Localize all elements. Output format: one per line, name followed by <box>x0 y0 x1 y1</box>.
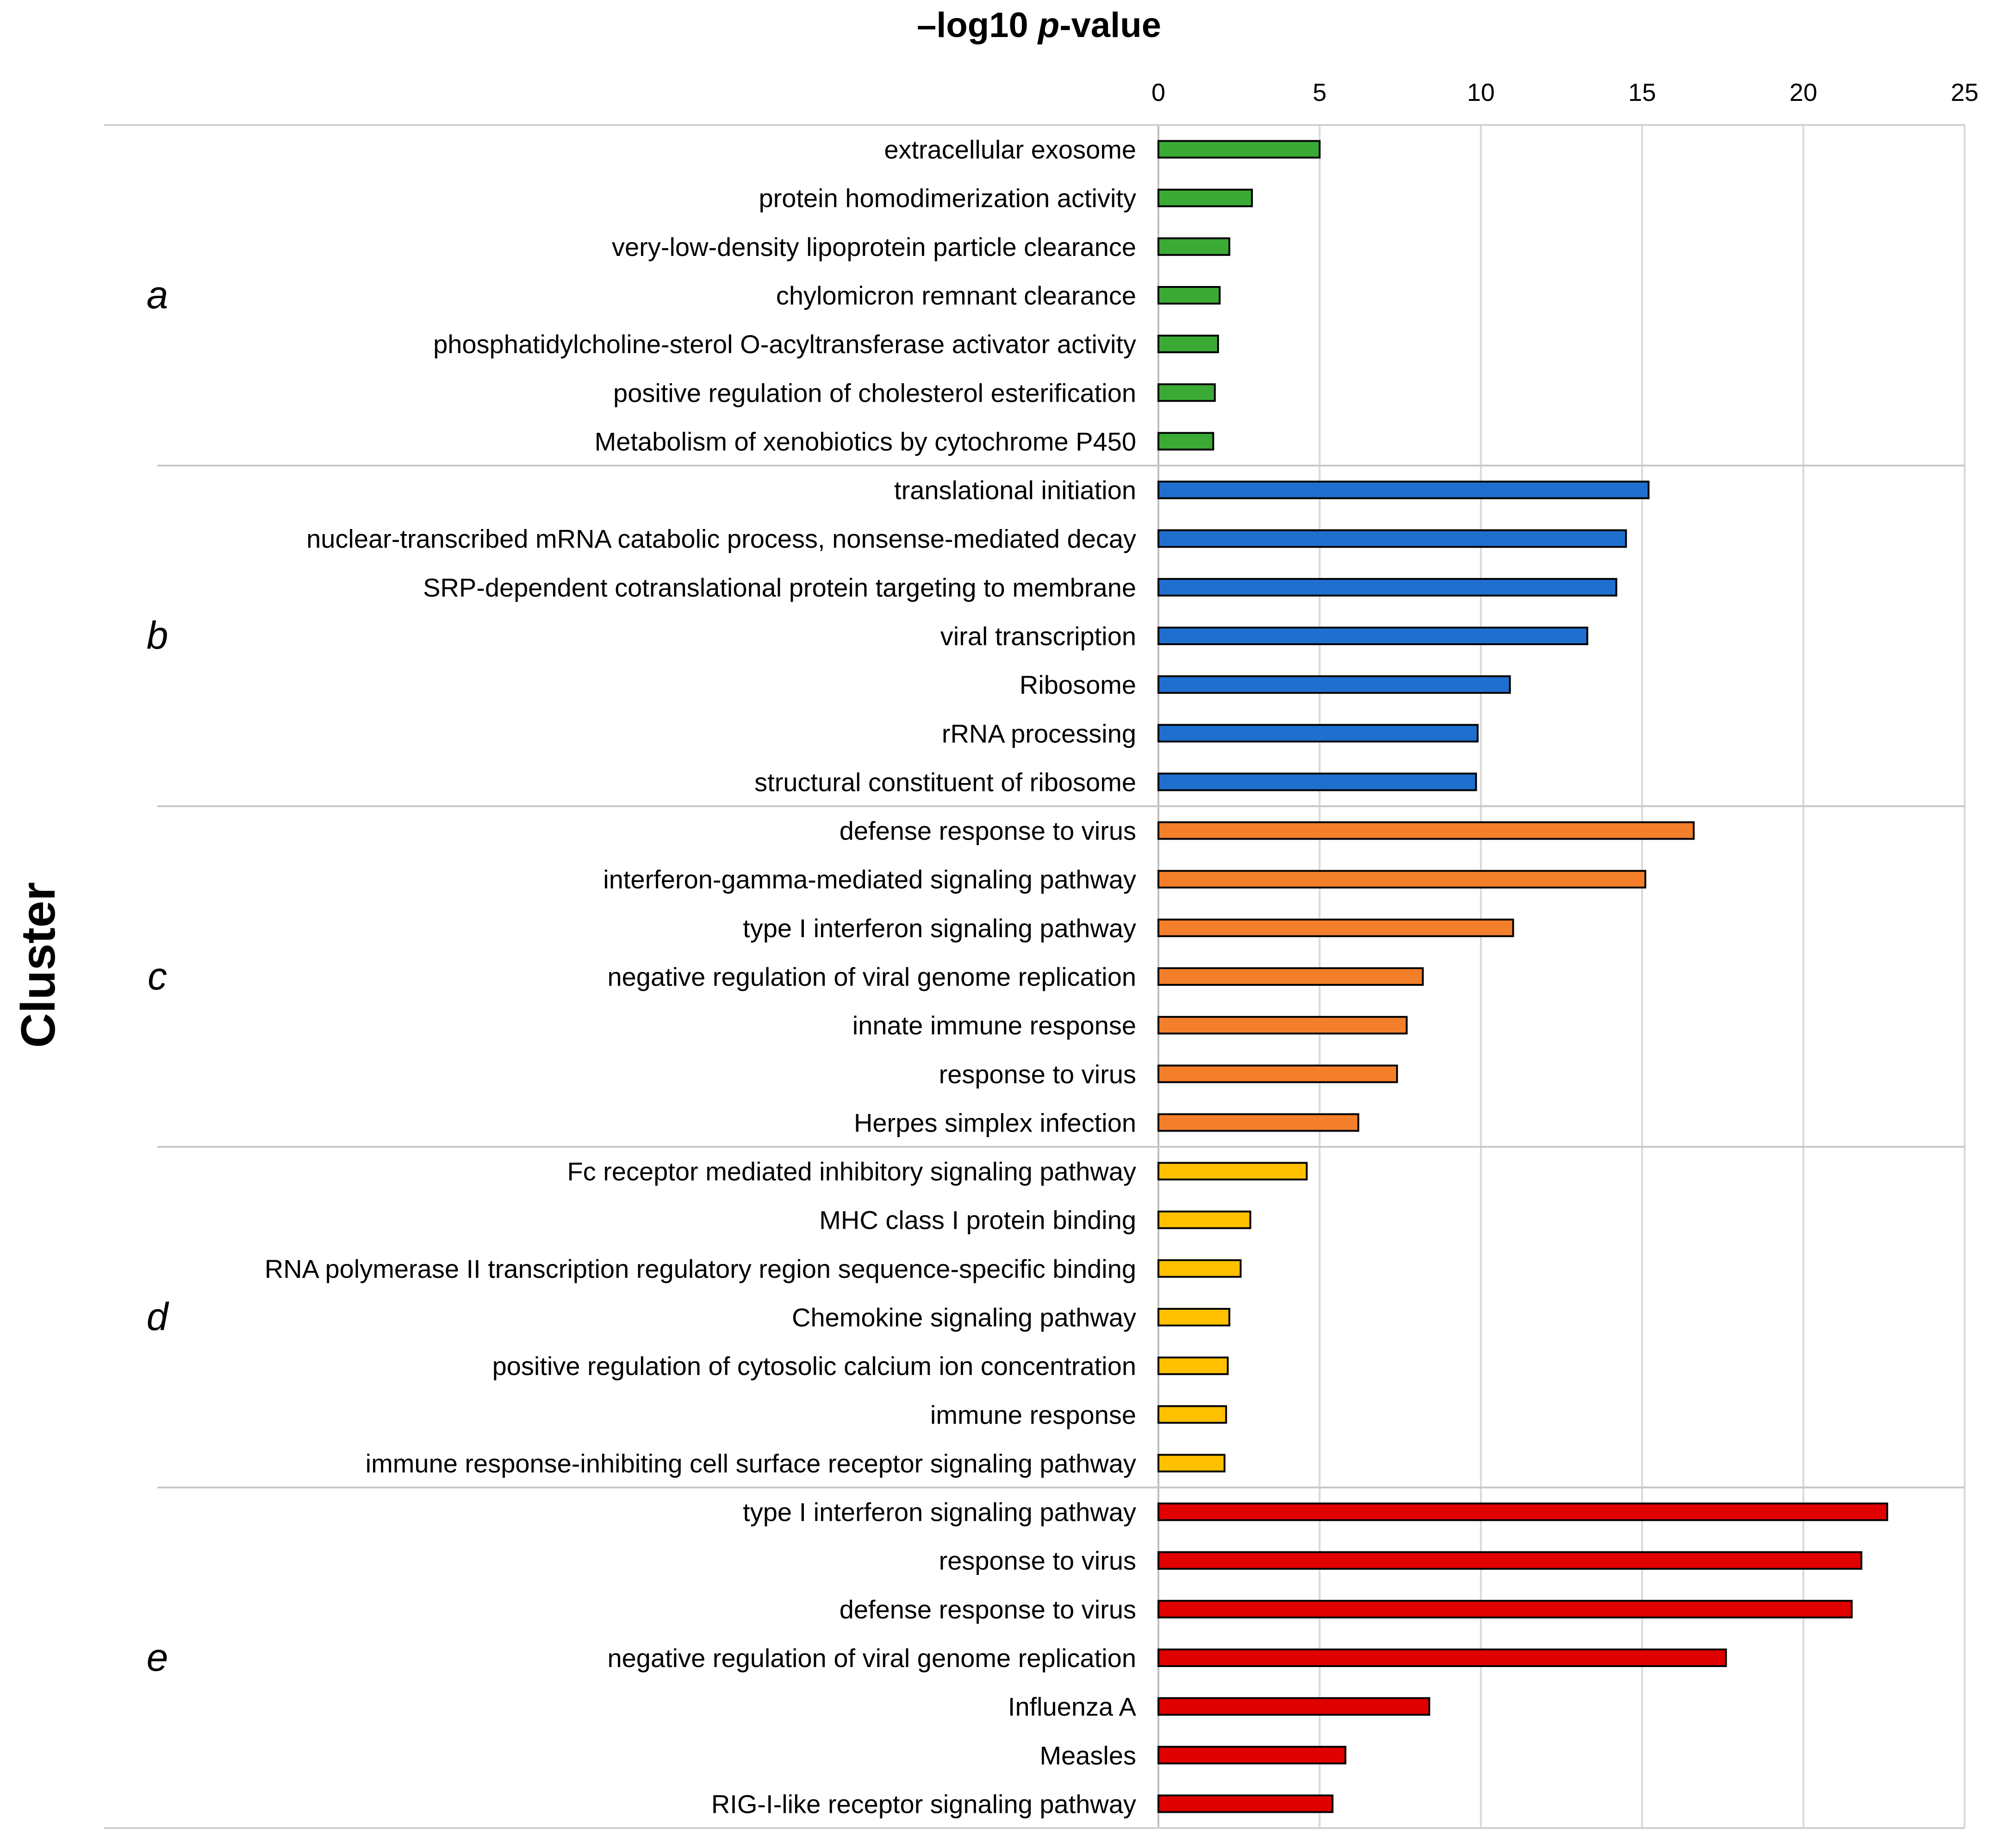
term-label: negative regulation of viral genome repl… <box>608 962 1136 991</box>
bars <box>1157 140 1888 1813</box>
bar-d <box>1157 1162 1308 1181</box>
term-label: RNA polymerase II transcription regulato… <box>265 1254 1136 1283</box>
term-label: innate immune response <box>852 1011 1136 1040</box>
bar-e <box>1157 1551 1863 1570</box>
term-label: Herpes simplex infection <box>854 1108 1136 1137</box>
term-label: SRP-dependent cotranslational protein ta… <box>423 573 1136 602</box>
term-label: type I interferon signaling pathway <box>743 914 1136 943</box>
bar-e <box>1157 1794 1334 1813</box>
bar-a <box>1157 188 1253 207</box>
bar-c <box>1157 918 1514 937</box>
bar-e <box>1157 1599 1853 1618</box>
bar-a <box>1157 286 1221 305</box>
bar-a <box>1157 432 1214 451</box>
bar-b <box>1157 627 1588 645</box>
term-label: chylomicron remnant clearance <box>776 281 1136 310</box>
term-label: Influenza A <box>1008 1692 1137 1721</box>
x-axis-ticks: 0 5 10 15 20 25 <box>1151 79 1978 106</box>
term-label: extracellular exosome <box>884 135 1136 164</box>
bar-b <box>1157 772 1477 791</box>
bar-e <box>1157 1697 1431 1716</box>
x-tick-label: 5 <box>1313 79 1326 106</box>
term-label: translational initiation <box>894 476 1136 505</box>
cluster-label-d: d <box>147 1295 169 1338</box>
cluster-label-e: e <box>147 1636 168 1679</box>
bar-d <box>1157 1454 1226 1473</box>
x-axis-title-part-2: p <box>1037 6 1059 45</box>
bar-b <box>1157 529 1627 548</box>
bar-c <box>1157 1016 1408 1035</box>
term-label: defense response to virus <box>840 1595 1136 1624</box>
bar-b <box>1157 480 1650 499</box>
bar-b <box>1157 675 1511 694</box>
term-label: immune response <box>930 1400 1136 1429</box>
cluster-separators <box>104 124 1965 1829</box>
bar-c <box>1157 870 1647 889</box>
bar-e <box>1157 1746 1347 1765</box>
bar-a <box>1157 335 1219 354</box>
term-label: RIG-I-like receptor signaling pathway <box>711 1789 1136 1818</box>
x-tick-label: 15 <box>1628 79 1656 106</box>
term-label: protein homodimerization activity <box>759 184 1136 213</box>
term-label: viral transcription <box>940 622 1136 651</box>
bar-a <box>1157 140 1321 159</box>
term-label: positive regulation of cholesterol ester… <box>613 378 1136 407</box>
x-axis-title-part-1: –log10 <box>917 6 1038 45</box>
term-label: response to virus <box>939 1546 1136 1575</box>
cluster-label-c: c <box>148 954 167 998</box>
bar-b <box>1157 578 1618 597</box>
bar-d <box>1157 1259 1242 1278</box>
term-label: negative regulation of viral genome repl… <box>608 1643 1136 1673</box>
cluster-labels: a b c d e <box>147 273 169 1679</box>
term-label: response to virus <box>939 1059 1136 1089</box>
bar-d <box>1157 1356 1229 1375</box>
x-tick-label: 20 <box>1790 79 1817 106</box>
term-label: defense response to virus <box>840 816 1136 846</box>
term-label: Metabolism of xenobiotics by cytochrome … <box>595 427 1136 456</box>
bar-c <box>1157 1064 1398 1083</box>
bar-e <box>1157 1502 1888 1521</box>
cluster-label-a: a <box>147 273 168 317</box>
bar-d <box>1157 1308 1231 1326</box>
bar-a <box>1157 383 1216 402</box>
bar-a <box>1157 237 1231 256</box>
term-label: structural constituent of ribosome <box>754 767 1136 796</box>
term-label: phosphatidylcholine-sterol O-acyltransfe… <box>433 330 1136 359</box>
x-tick-label: 10 <box>1467 79 1495 106</box>
term-label: nuclear-transcribed mRNA catabolic proce… <box>306 524 1136 554</box>
term-label: Ribosome <box>1020 670 1136 699</box>
bar-d <box>1157 1405 1227 1424</box>
term-label: very-low-density lipoprotein particle cl… <box>612 232 1136 261</box>
term-label: MHC class I protein binding <box>819 1206 1136 1235</box>
cluster-label-b: b <box>147 614 168 657</box>
x-axis-title: –log10 p-value <box>917 6 1161 45</box>
x-tick-label: 25 <box>1951 79 1978 106</box>
term-label: rRNA processing <box>942 719 1136 748</box>
term-label: immune response-inhibiting cell surface … <box>366 1449 1136 1478</box>
term-labels: extracellular exosome protein homodimeriz… <box>265 135 1137 1819</box>
bar-c <box>1157 1113 1360 1132</box>
term-label: Measles <box>1039 1741 1136 1770</box>
term-label: Chemokine signaling pathway <box>792 1303 1136 1332</box>
bar-e <box>1157 1649 1727 1667</box>
term-label: Fc receptor mediated inhibitory signalin… <box>567 1157 1136 1186</box>
bar-c <box>1157 967 1424 986</box>
bar-d <box>1157 1210 1251 1229</box>
bar-b <box>1157 724 1479 743</box>
x-tick-label: 0 <box>1151 79 1165 106</box>
y-axis-title: Cluster <box>12 882 65 1048</box>
term-label: interferon-gamma-mediated signaling path… <box>603 865 1136 894</box>
x-axis-title-part-3: -value <box>1059 6 1161 45</box>
bar-c <box>1157 821 1695 840</box>
term-label: positive regulation of cytosolic calcium… <box>492 1351 1136 1381</box>
term-label: type I interferon signaling pathway <box>743 1498 1136 1527</box>
